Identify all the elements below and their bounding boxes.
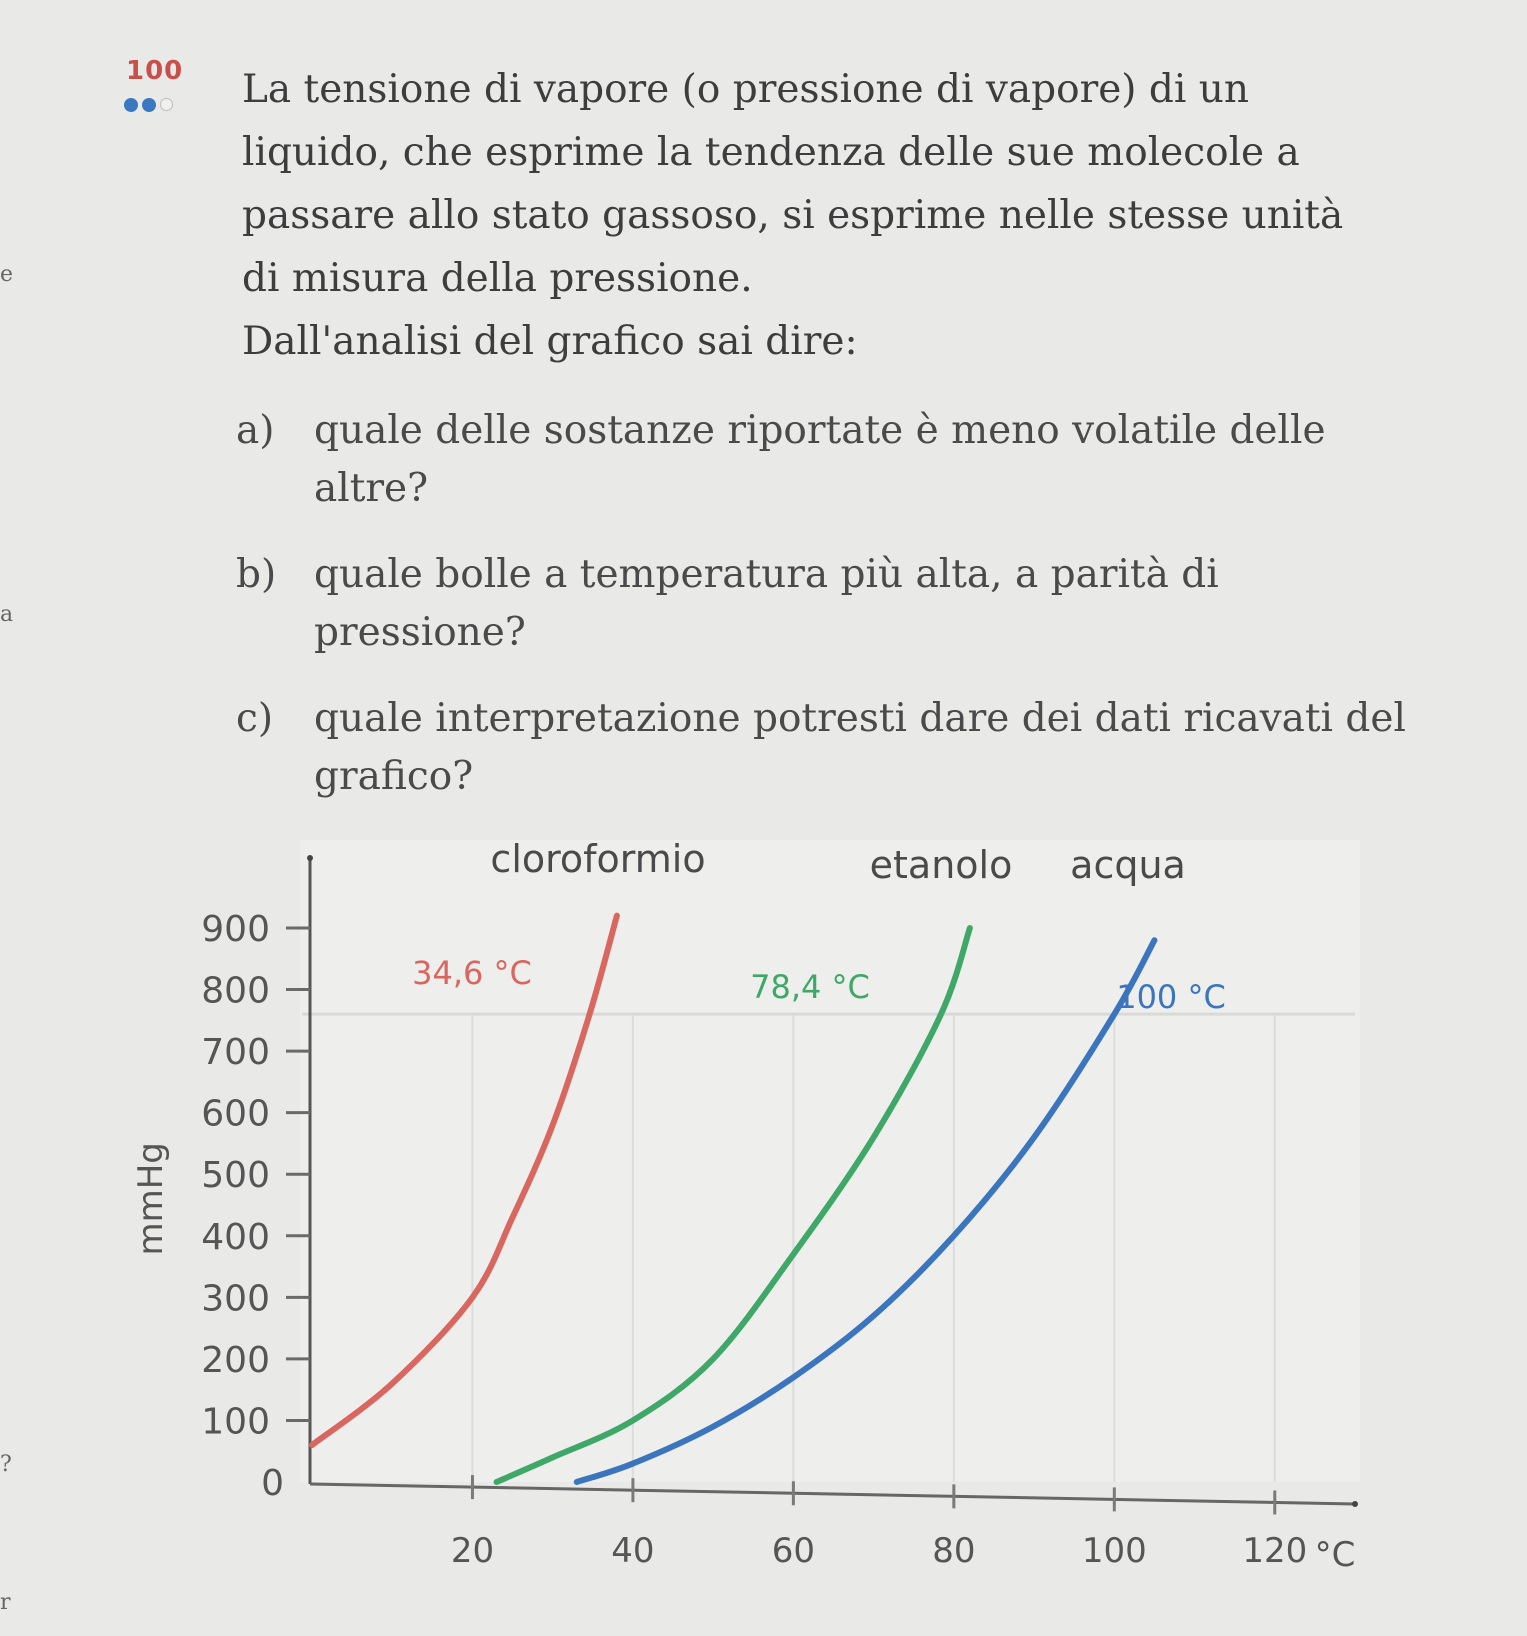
series-name-label: etanolo [870, 843, 1013, 887]
x-axis-label: °C [1315, 1535, 1356, 1575]
exercise-intro: La tensione di vapore (o pressione di va… [242, 67, 1344, 301]
difficulty-indicator [124, 98, 173, 112]
y-tick-label: 0 [261, 1463, 284, 1504]
series-line-acqua [573, 937, 1158, 1485]
difficulty-dot-filled [124, 98, 138, 112]
question-item: b) quale bolle a temperatura più alta, a… [236, 546, 1406, 662]
y-tick-label: 700 [201, 1032, 270, 1073]
x-tick-label: 60 [772, 1531, 815, 1571]
exercise-statement: La tensione di vapore (o pressione di va… [242, 58, 1392, 373]
ticks: 0 100 200 300 400 500 600 700 800 900 20 40 60 80 100 1… [131, 909, 1355, 1575]
gridlines [302, 1012, 1355, 1482]
y-tick-label: 800 [201, 971, 270, 1012]
y-tick-label: 400 [201, 1217, 270, 1258]
x-axis-arrow [1352, 1501, 1358, 1507]
question-letter: b) [236, 552, 277, 597]
x-tick-label: 120 [1242, 1531, 1307, 1571]
series-labels: cloroformio 34,6 °C etanolo 78,4 °C acqua 100… [412, 840, 1226, 1016]
y-tick-label: 200 [201, 1340, 270, 1381]
question-text: quale interpretazione potresti dare dei … [314, 696, 1406, 799]
y-tick-label: 600 [201, 1094, 270, 1135]
series-curves [309, 912, 1158, 1485]
x-tick-label: 80 [932, 1531, 975, 1571]
question-item: a) quale delle sostanze riportate è meno… [236, 402, 1406, 518]
vapor-pressure-chart: 0 100 200 300 400 500 600 700 800 900 20 40 60 80 100 1… [131, 840, 1360, 1575]
series-line-etanolo [493, 925, 973, 1485]
y-axis-arrow [307, 855, 313, 861]
y-tick-label: 900 [201, 909, 270, 950]
question-text: quale bolle a temperatura più alta, a pa… [314, 552, 1219, 655]
plot-area [300, 840, 1360, 1482]
y-tick-label: 300 [201, 1278, 270, 1319]
exercise-prompt: Dall'analisi del grafico sai dire: [242, 319, 858, 364]
question-letter: c) [236, 696, 274, 741]
margin-mark: a [0, 602, 14, 627]
boiling-point-label: 78,4 °C [750, 968, 870, 1006]
y-tick-label: 500 [201, 1155, 270, 1196]
difficulty-dot-filled [142, 98, 156, 112]
boiling-point-label: 100 °C [1116, 978, 1226, 1016]
margin-mark: r [0, 1590, 11, 1615]
margin-mark: ? [0, 1452, 12, 1477]
x-tick-label: 40 [611, 1531, 654, 1571]
question-text: quale delle sostanze riportate è meno vo… [314, 408, 1326, 511]
x-tick-label: 20 [451, 1531, 494, 1571]
x-axis-line [309, 1482, 1356, 1506]
y-axis-label: mmHg [131, 1142, 171, 1255]
question-letter: a) [236, 408, 275, 453]
series-name-label: acqua [1070, 843, 1186, 887]
margin-mark: e [0, 262, 14, 287]
series-line-cloroformio [309, 912, 620, 1449]
series-name-label: cloroformio [490, 840, 705, 881]
difficulty-dot-empty [160, 98, 173, 111]
x-tick-label: 100 [1082, 1531, 1147, 1571]
axes [307, 855, 1358, 1507]
boiling-point-label: 34,6 °C [412, 954, 532, 992]
exercise-number: 100 [126, 56, 184, 86]
question-item: c) quale interpretazione potresti dare d… [236, 690, 1406, 806]
y-tick-label: 100 [201, 1401, 270, 1442]
